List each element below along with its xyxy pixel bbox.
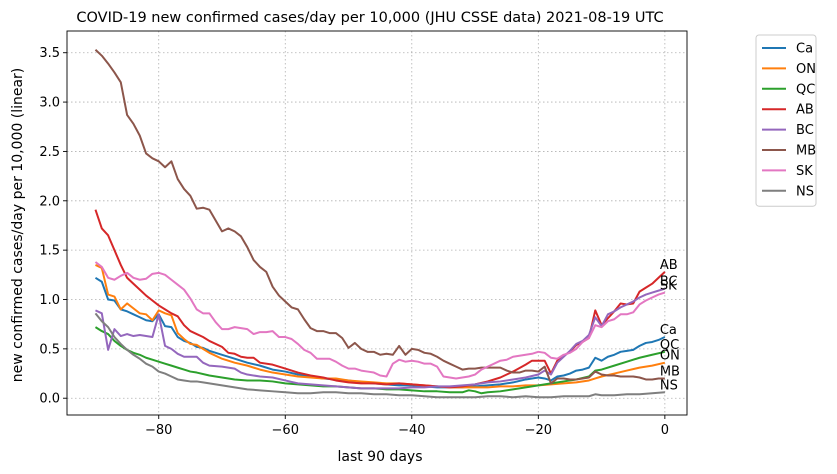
y-tick-label: 3.0 (39, 96, 60, 111)
y-tick-label: 1.5 (39, 244, 60, 259)
x-tick-label: −60 (272, 423, 299, 438)
legend-label-ca: Ca (796, 42, 813, 57)
series-line-ab (94, 209, 666, 389)
end-label-ca: Ca (660, 323, 677, 338)
series-line-bc (95, 287, 666, 390)
chart-title: COVID-19 new confirmed cases/day per 10,… (76, 10, 663, 26)
end-label-ns: NS (660, 378, 678, 393)
legend-label-sk: SK (796, 164, 813, 179)
x-tick-label: 0 (661, 423, 669, 438)
end-label-sk: SK (660, 279, 677, 294)
x-tick-label: −80 (145, 423, 172, 438)
end-label-ab: AB (660, 258, 678, 273)
legend-label-mb: MB (796, 144, 816, 159)
y-tick-label: 2.5 (39, 145, 60, 160)
x-axis-label: last 90 days (337, 449, 422, 465)
y-tick-label: 1.0 (39, 293, 60, 308)
x-tick-label: −40 (398, 423, 425, 438)
series-line-sk (94, 261, 666, 380)
y-tick-label: 3.5 (39, 46, 60, 61)
legend-box (755, 34, 817, 207)
y-axis-label: new confirmed cases/day per 10,000 (line… (10, 68, 26, 383)
end-label-on: ON (660, 349, 680, 364)
y-tick-label: 2.0 (39, 194, 60, 209)
end-label-mb: MB (660, 364, 680, 379)
legend-label-bc: BC (796, 123, 814, 138)
plot-frame (66, 30, 688, 416)
legend-label-ab: AB (796, 103, 814, 118)
x-tick-label: −20 (525, 423, 552, 438)
y-tick-label: 0.0 (39, 392, 60, 407)
legend: Ca ON QC AB BC MB SK NS (755, 34, 817, 207)
end-label-bc: BC (660, 275, 678, 290)
legend-label-ns: NS (796, 184, 814, 199)
series-line-ns (94, 312, 665, 399)
legend-label-on: ON (796, 62, 816, 77)
legend-label-qc: QC (796, 82, 815, 97)
y-tick-label: 0.5 (39, 342, 60, 357)
end-label-qc: QC (660, 338, 679, 353)
series-line-mb (94, 49, 665, 385)
